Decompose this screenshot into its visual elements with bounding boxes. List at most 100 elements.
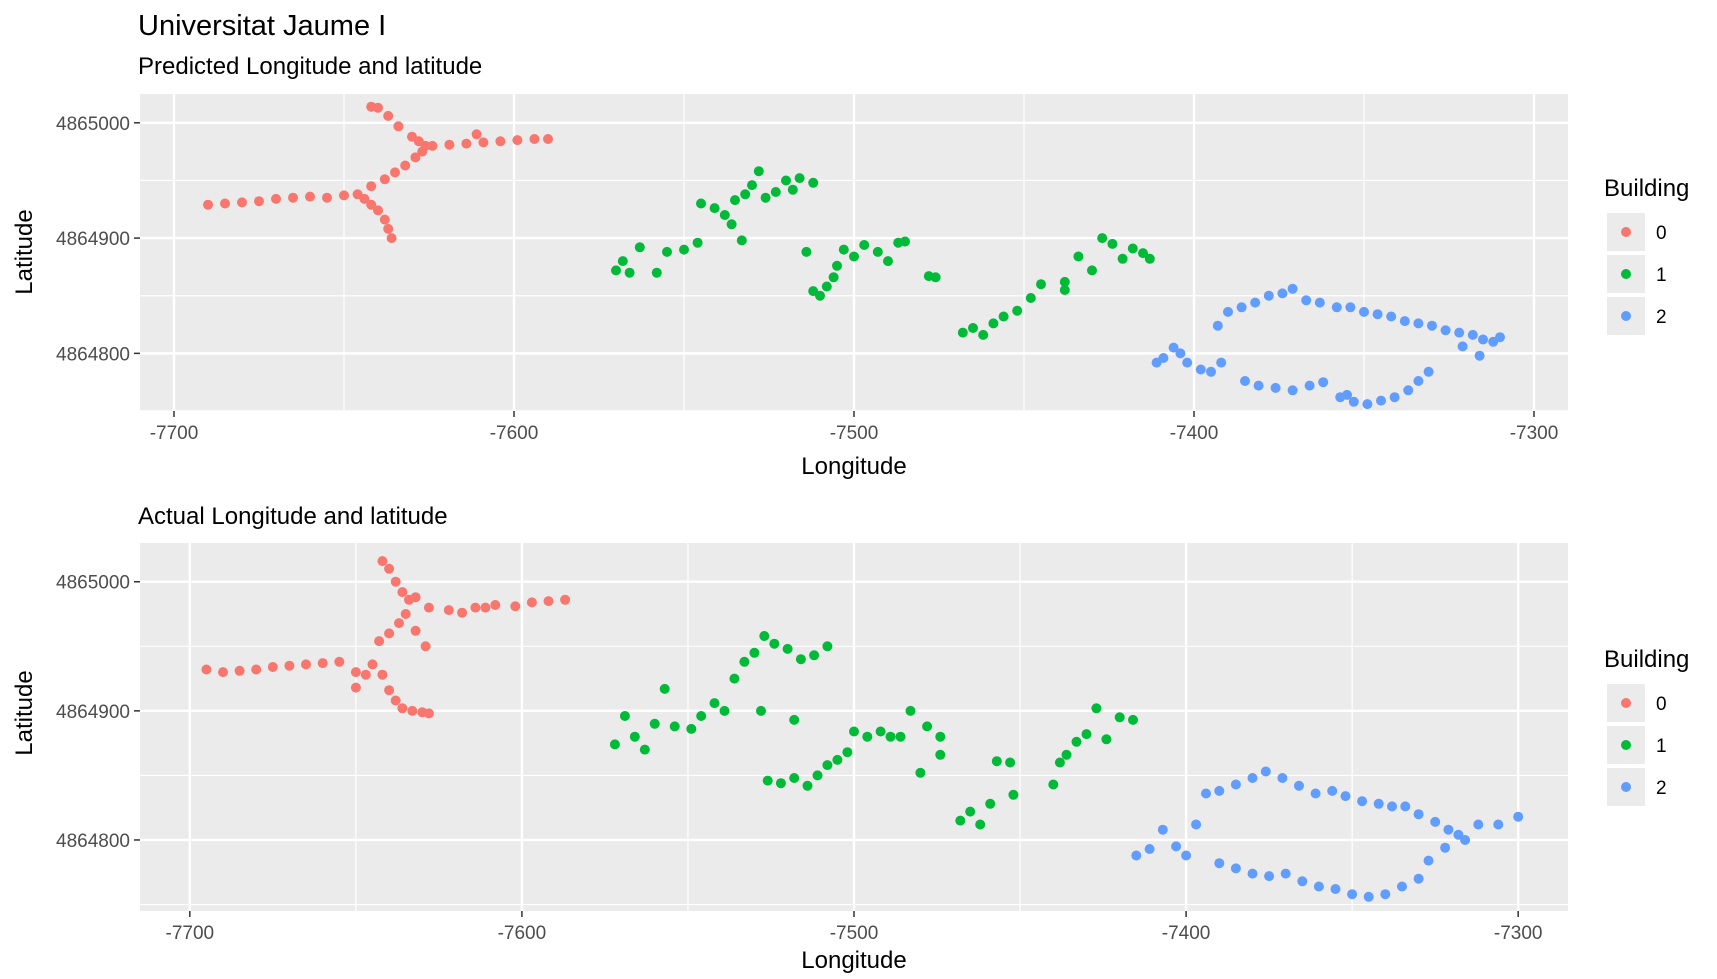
data-point-building-1 (998, 311, 1009, 322)
legend-label-2: 2 (1656, 778, 1667, 799)
legend-actual: Building 0 1 2 (1604, 646, 1689, 806)
data-point-building-1 (930, 272, 941, 283)
data-point-building-2 (1230, 863, 1241, 874)
legend-key-0: 0 (1607, 684, 1667, 722)
data-point-building-1 (729, 673, 740, 684)
data-point-building-1 (1059, 285, 1070, 295)
data-point-building-0 (379, 214, 390, 225)
data-point-building-2 (1318, 377, 1329, 388)
data-point-building-2 (1427, 320, 1437, 331)
data-point-building-1 (759, 631, 770, 641)
data-point-building-2 (1175, 348, 1186, 359)
data-point-building-0 (443, 605, 454, 616)
data-point-building-1 (1114, 712, 1125, 723)
data-point-building-2 (1460, 835, 1471, 845)
data-point-building-1 (1054, 757, 1065, 768)
data-point-building-0 (350, 667, 361, 678)
data-point-building-1 (649, 718, 660, 729)
legend-key-2: 2 (1607, 297, 1667, 335)
data-point-building-2 (1413, 318, 1424, 329)
x-axis-title-predicted: Longitude (801, 453, 906, 480)
data-point-building-1 (922, 721, 933, 732)
data-point-building-1 (1144, 253, 1155, 264)
data-point-building-1 (885, 731, 896, 742)
y-axis-title-predicted: Latitude (11, 209, 38, 294)
data-point-building-1 (935, 731, 946, 742)
data-point-building-2 (1495, 332, 1505, 343)
y-tick-label: 4864800 (56, 831, 130, 852)
data-point-building-1 (769, 638, 780, 649)
data-point-building-1 (686, 723, 697, 734)
data-point-building-0 (400, 609, 411, 619)
x-ticks-predicted: -7700 -7600 -7500 -7400 -7300 (150, 411, 1559, 444)
legend-key-2: 2 (1607, 768, 1667, 806)
data-point-building-1 (1059, 276, 1070, 287)
data-point-building-1 (832, 260, 842, 271)
x-tick-label: -7500 (830, 423, 879, 444)
data-point-building-2 (1376, 395, 1386, 406)
legend-key-0: 0 (1607, 213, 1667, 251)
data-point-building-0 (423, 708, 434, 719)
data-point-building-2 (1493, 819, 1504, 830)
data-point-building-1 (808, 177, 819, 188)
data-point-building-0 (374, 636, 385, 647)
data-point-building-2 (1314, 297, 1325, 308)
data-point-building-0 (410, 152, 421, 163)
data-point-building-2 (1223, 306, 1233, 317)
x-tick-label: -7300 (1510, 423, 1559, 444)
data-point-building-1 (679, 244, 689, 255)
x-tick-label: -7400 (1170, 423, 1219, 444)
data-point-building-1 (815, 290, 825, 301)
data-point-building-2 (1301, 295, 1312, 306)
data-point-building-2 (1342, 389, 1352, 400)
data-point-building-0 (366, 101, 377, 112)
data-point-building-1 (1025, 293, 1036, 303)
data-point-building-2 (1191, 819, 1202, 830)
data-point-building-2 (1236, 302, 1247, 313)
x-tick-label: -7700 (150, 423, 199, 444)
data-point-building-2 (1413, 873, 1424, 884)
data-point-building-1 (859, 240, 870, 250)
data-point-building-2 (1287, 385, 1298, 396)
x-tick-label: -7600 (498, 923, 547, 944)
plot-actual: Actual Longitude and latitude 4864800486… (11, 503, 1689, 974)
y-tick-label: 4864900 (56, 229, 130, 250)
data-point-building-0 (383, 110, 394, 121)
data-point-building-2 (1144, 844, 1155, 854)
data-point-building-2 (1287, 283, 1298, 294)
data-point-building-0 (397, 587, 408, 598)
legend-label-1: 1 (1656, 265, 1667, 286)
data-point-building-2 (1264, 871, 1275, 882)
data-point-building-1 (1087, 265, 1097, 276)
data-point-building-1 (736, 235, 747, 246)
data-point-building-1 (609, 739, 620, 750)
data-point-building-2 (1400, 801, 1411, 812)
data-point-building-2 (1430, 816, 1441, 827)
data-point-building-2 (1313, 881, 1324, 892)
data-point-building-2 (1389, 392, 1400, 403)
data-point-building-2 (1216, 357, 1227, 368)
data-point-building-2 (1467, 329, 1478, 340)
data-point-building-0 (203, 199, 213, 210)
data-point-building-0 (234, 665, 245, 676)
data-point-building-2 (1277, 288, 1288, 299)
data-point-building-0 (373, 205, 383, 216)
data-point-building-0 (529, 134, 540, 144)
legend-swatch-0 (1621, 698, 1631, 708)
data-point-building-2 (1454, 327, 1465, 338)
data-point-building-1 (988, 318, 999, 329)
data-point-building-0 (471, 129, 482, 140)
data-point-building-0 (413, 136, 424, 147)
data-point-building-0 (397, 703, 408, 714)
data-point-building-2 (1260, 766, 1271, 777)
data-point-building-0 (377, 556, 388, 567)
data-point-building-2 (1171, 841, 1182, 852)
data-point-building-1 (957, 327, 968, 338)
legend-swatch-2 (1621, 782, 1631, 792)
data-point-building-0 (384, 628, 395, 639)
data-point-building-2 (1297, 876, 1308, 887)
data-point-building-2 (1386, 311, 1397, 322)
data-point-building-2 (1363, 891, 1374, 902)
data-point-building-2 (1201, 788, 1211, 799)
data-point-building-0 (366, 199, 377, 210)
